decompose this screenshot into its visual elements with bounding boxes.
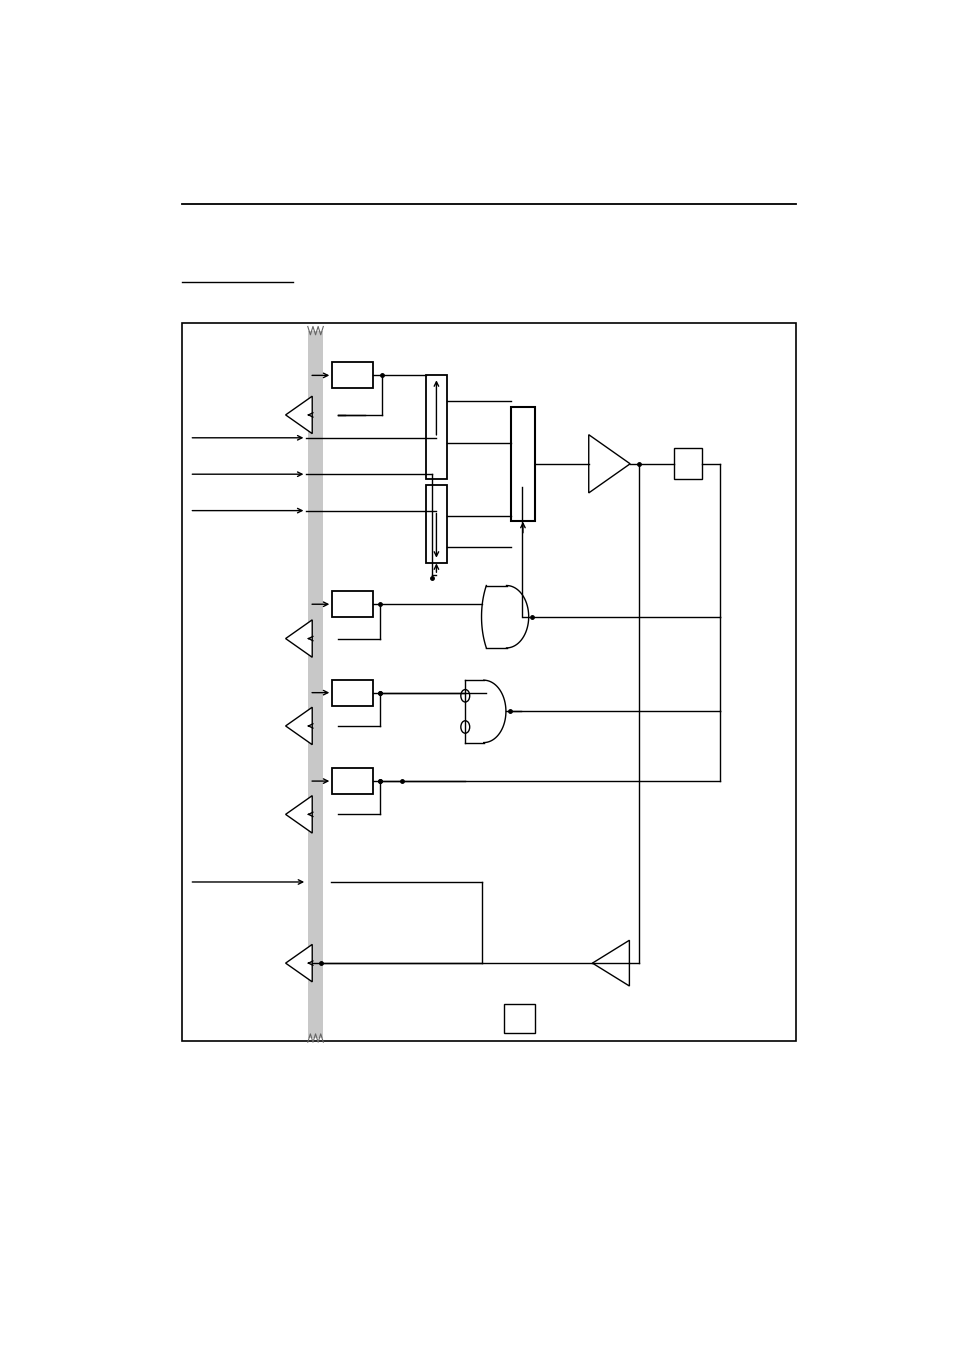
Bar [673, 449, 701, 480]
Polygon shape [285, 944, 312, 982]
Polygon shape [285, 707, 312, 744]
Circle shape [460, 689, 469, 703]
Bar [332, 769, 373, 794]
Polygon shape [285, 396, 312, 434]
Polygon shape [588, 435, 630, 493]
Bar [308, 331, 323, 1038]
Bar [182, 323, 795, 1042]
Bar [426, 376, 446, 480]
Bar [511, 407, 535, 521]
Polygon shape [285, 620, 312, 658]
Bar [332, 592, 373, 617]
Bar [332, 362, 373, 388]
Bar [503, 1004, 535, 1032]
Polygon shape [592, 940, 629, 986]
Polygon shape [285, 796, 312, 834]
Bar [332, 680, 373, 705]
Bar [426, 485, 446, 562]
Circle shape [460, 720, 469, 734]
